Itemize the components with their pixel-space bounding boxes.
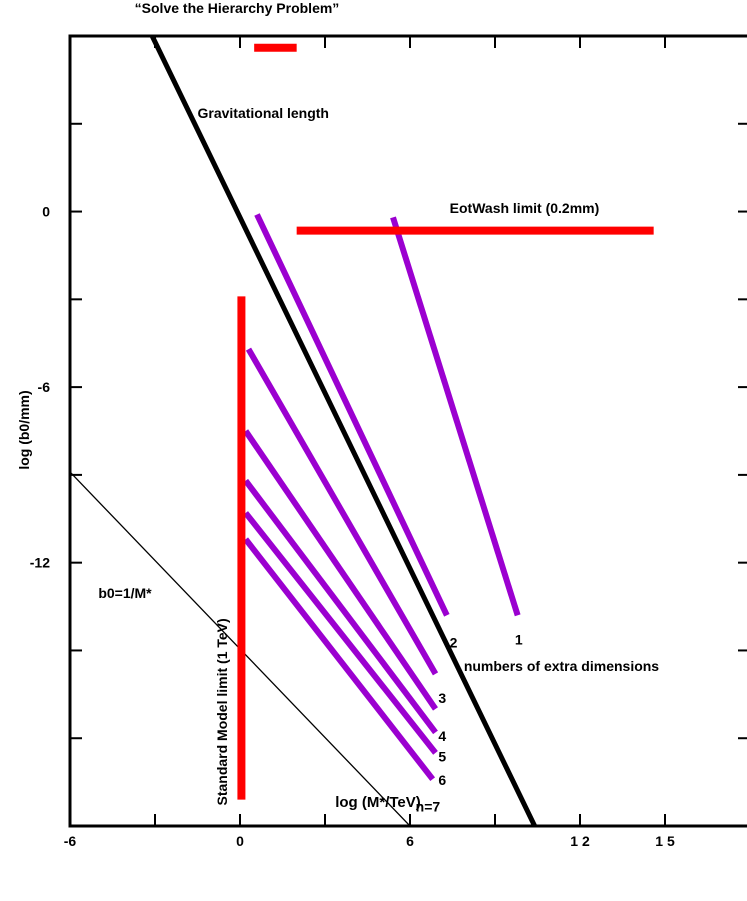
annotation-label: 1: [515, 632, 523, 648]
axis-ticks: [69, 36, 747, 826]
plot-frame-group: [68, 34, 747, 828]
y-tick-label: -12: [30, 555, 50, 571]
annotation-label: 4: [438, 728, 446, 744]
series-line-n-7: [243, 537, 436, 782]
series-line-4: [243, 429, 438, 711]
x-tick-label: 1 5: [655, 833, 675, 849]
series-group: [70, 36, 654, 826]
annotation-label: 5: [438, 749, 446, 765]
series-line-2: [254, 213, 450, 617]
annotation-label: 2: [450, 635, 458, 651]
series-line-5: [243, 478, 438, 735]
y-axis-label: log (b0/mm): [16, 390, 32, 469]
annotations-group: Gravitational length EotWash limit (0.2mm…: [98, 105, 659, 814]
annotation-label: b0=1/M*: [98, 585, 152, 601]
annotation-label: 6: [438, 772, 446, 788]
y-tick-label: 0: [42, 204, 50, 220]
series-line-6: [243, 511, 438, 755]
annotation-label: Standard Model limit (1 TeV): [214, 618, 230, 805]
annotation-label: EotWash limit (0.2mm): [450, 200, 600, 216]
series-line-gravitational-length: [149, 36, 537, 826]
annotation-label: 3: [438, 690, 446, 706]
series-line-3: [245, 347, 439, 676]
plot-frame: [68, 34, 747, 828]
chart-title: “Solve the Hierarchy Problem”: [135, 0, 340, 16]
x-tick-label: -6: [64, 833, 77, 849]
x-tick-label: 1 2: [570, 833, 590, 849]
y-tick-label: -6: [38, 379, 51, 395]
annotation-label: n=7: [416, 798, 441, 814]
x-tick-label: 6: [406, 833, 414, 849]
annotation-label: Gravitational length: [198, 105, 329, 121]
annotation-label: numbers of extra dimensions: [464, 658, 659, 674]
x-tick-label: 0: [236, 833, 244, 849]
series-line-1: [390, 216, 521, 617]
x-axis-label: log (M*/TeV): [335, 794, 421, 811]
